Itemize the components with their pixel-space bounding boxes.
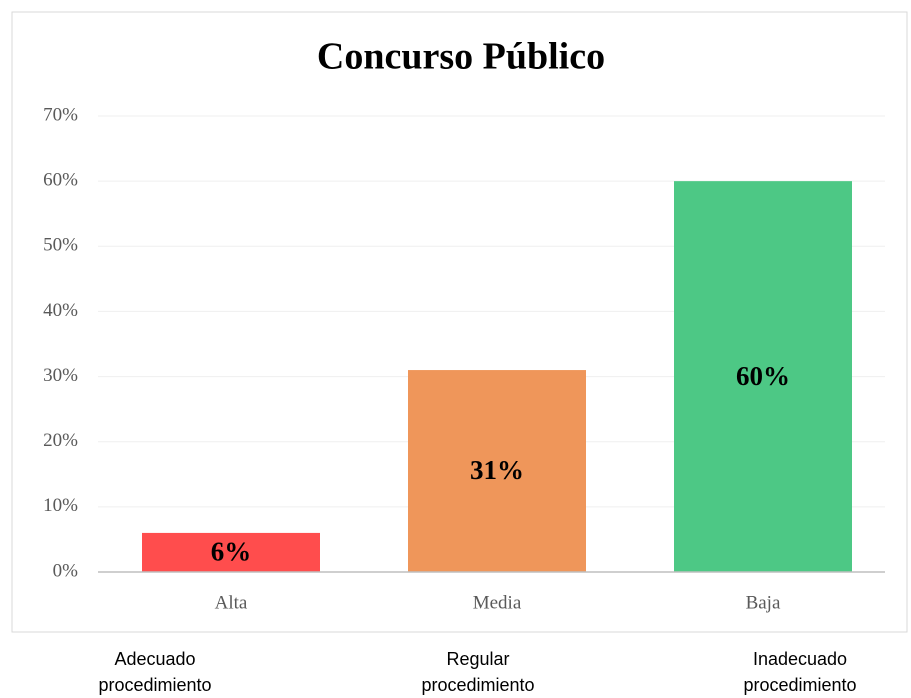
- annotation: Adecuado procedimiento: [98, 649, 212, 695]
- annotation: Regular procedimiento: [421, 649, 535, 695]
- data-label: 6%: [211, 537, 252, 567]
- bar: [408, 370, 586, 572]
- y-tick-label: 10%: [43, 495, 78, 516]
- y-tick-label: 70%: [43, 104, 78, 125]
- y-tick-label: 0%: [53, 560, 79, 581]
- chart: Concurso Público 0% 10% 20% 30% 40% 50% 60% 70%…: [11, 11, 908, 633]
- y-tick-label: 30%: [43, 365, 78, 386]
- data-label: 31%: [470, 455, 524, 485]
- y-tick-label: 20%: [43, 430, 78, 451]
- annotation: Inadecuado procedimiento: [743, 649, 857, 695]
- bar: [674, 181, 852, 572]
- bar: [142, 532, 320, 572]
- y-tick-label: 50%: [43, 235, 78, 256]
- x-tick-label: Baja: [746, 592, 781, 613]
- x-tick-label: Media: [473, 592, 522, 613]
- data-label: 60%: [736, 361, 790, 391]
- y-tick-label: 40%: [43, 300, 78, 321]
- y-tick-label: 60%: [43, 170, 78, 191]
- x-tick-label: Alta: [215, 592, 248, 613]
- chart-title: Concurso Público: [317, 36, 605, 78]
